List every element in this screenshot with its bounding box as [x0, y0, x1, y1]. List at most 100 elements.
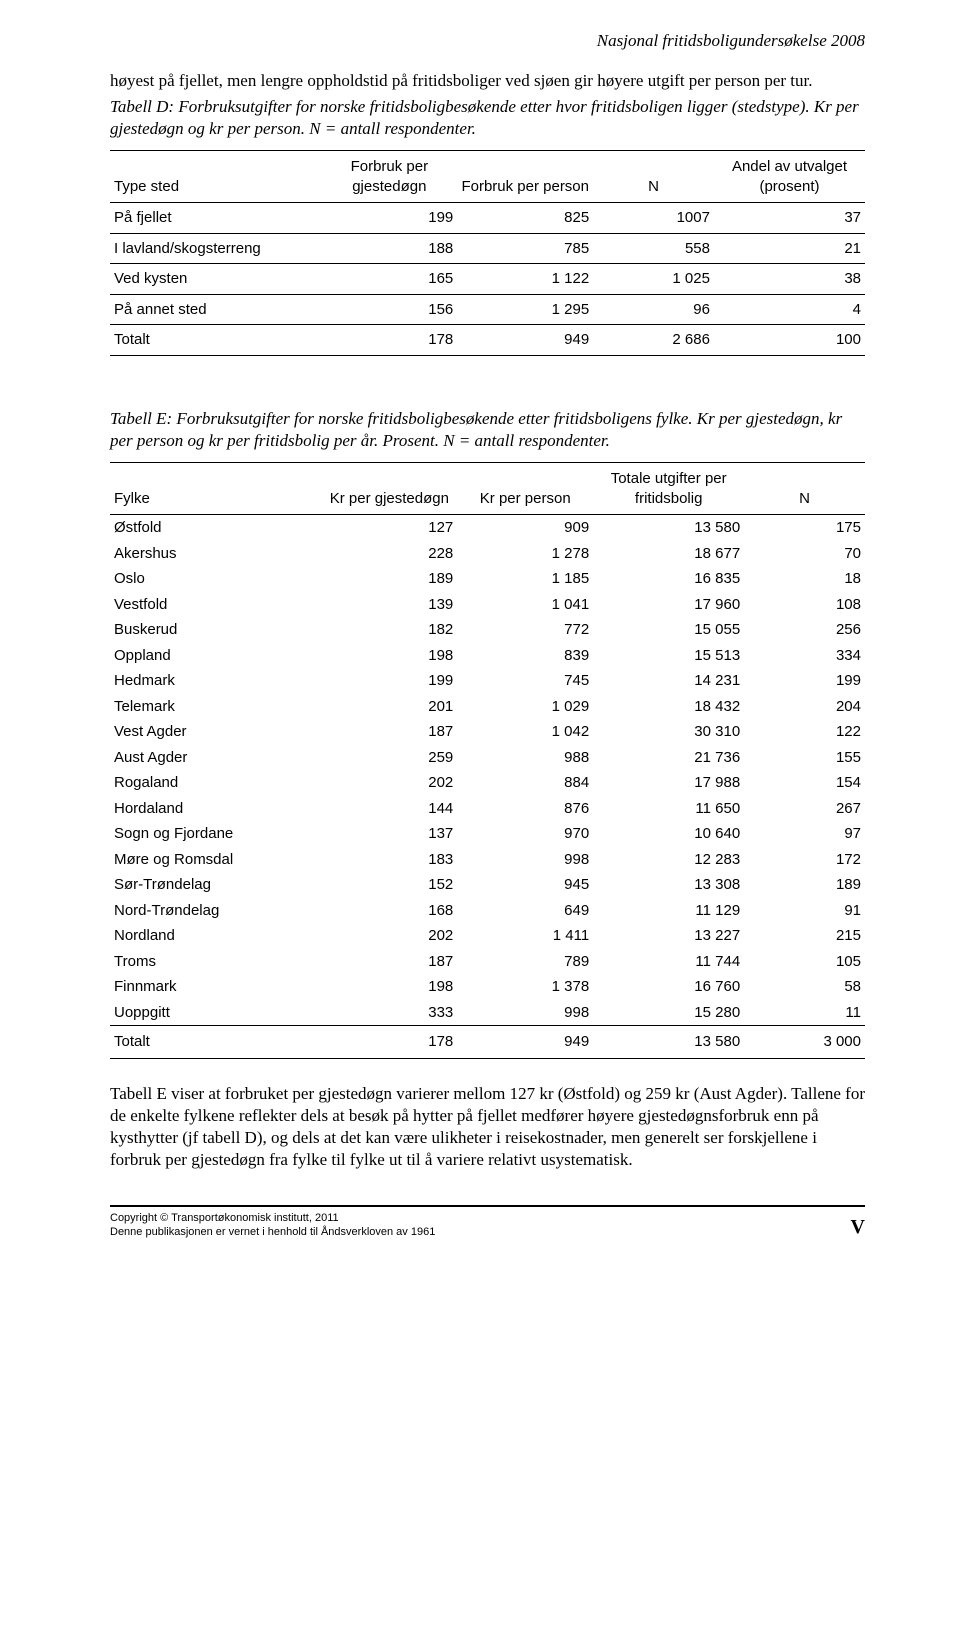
table-row: Ved kysten 165 1 122 1 025 38 [110, 264, 865, 295]
cell: Totalt [110, 1026, 321, 1059]
cell: 259 [321, 745, 457, 771]
cell: 13 227 [593, 923, 744, 949]
cell: 333 [321, 1000, 457, 1026]
table-row: Oslo1891 18516 83518 [110, 566, 865, 592]
cell: 108 [744, 592, 865, 618]
cell: Telemark [110, 694, 321, 720]
cell: 998 [457, 847, 593, 873]
cell: 1 122 [457, 264, 593, 295]
cell: 21 736 [593, 745, 744, 771]
th-fylke: Fylke [110, 463, 321, 515]
cell: 15 280 [593, 1000, 744, 1026]
cell: På fjellet [110, 203, 321, 234]
table-row: Hedmark19974514 231199 [110, 668, 865, 694]
th-kr-gjestedogn: Kr per gjestedøgn [321, 463, 457, 515]
cell: 17 960 [593, 592, 744, 618]
cell: 228 [321, 541, 457, 567]
header-title: Nasjonal fritidsboligundersøkelse 2008 [110, 30, 865, 52]
cell: 137 [321, 821, 457, 847]
cell: 11 129 [593, 898, 744, 924]
cell: 15 513 [593, 643, 744, 669]
cell: På annet sted [110, 294, 321, 325]
closing-paragraph: Tabell E viser at forbruket per gjestedø… [110, 1083, 865, 1171]
cell: 18 [744, 566, 865, 592]
table-row: Aust Agder25998821 736155 [110, 745, 865, 771]
cell: 998 [457, 1000, 593, 1026]
cell: Østfold [110, 515, 321, 541]
cell: 11 650 [593, 796, 744, 822]
cell: 11 744 [593, 949, 744, 975]
cell: 745 [457, 668, 593, 694]
table-row: Rogaland20288417 988154 [110, 770, 865, 796]
cell: 178 [321, 1026, 457, 1059]
cell: 256 [744, 617, 865, 643]
cell: 152 [321, 872, 457, 898]
cell: 187 [321, 719, 457, 745]
th-n: N [593, 151, 714, 203]
cell: 1 378 [457, 974, 593, 1000]
th-forbruk-gjestedogn: Forbruk per gjestedøgn [321, 151, 457, 203]
cell: 558 [593, 233, 714, 264]
cell: 202 [321, 923, 457, 949]
cell: 1 278 [457, 541, 593, 567]
cell: 202 [321, 770, 457, 796]
cell: 183 [321, 847, 457, 873]
page-footer: Copyright © Transportøkonomisk institutt… [110, 1205, 865, 1240]
cell: 16 760 [593, 974, 744, 1000]
cell: Akershus [110, 541, 321, 567]
cell: 12 283 [593, 847, 744, 873]
cell: 21 [714, 233, 865, 264]
cell: 199 [744, 668, 865, 694]
th-type: Type sted [110, 151, 321, 203]
cell: 215 [744, 923, 865, 949]
table-d-caption: Tabell D: Forbruksutgifter for norske fr… [110, 96, 865, 140]
table-row: Vestfold1391 04117 960108 [110, 592, 865, 618]
cell: 11 [744, 1000, 865, 1026]
cell: 30 310 [593, 719, 744, 745]
table-row: Finnmark1981 37816 76058 [110, 974, 865, 1000]
cell: 945 [457, 872, 593, 898]
cell: 13 580 [593, 515, 744, 541]
table-e: Fylke Kr per gjestedøgn Kr per person To… [110, 462, 865, 1059]
cell: Vest Agder [110, 719, 321, 745]
table-row: Nord-Trøndelag16864911 12991 [110, 898, 865, 924]
cell: 199 [321, 203, 457, 234]
footer-line2: Denne publikasjonen er vernet i henhold … [110, 1225, 435, 1239]
cell: 58 [744, 974, 865, 1000]
table-row: Møre og Romsdal18399812 283172 [110, 847, 865, 873]
cell: 144 [321, 796, 457, 822]
cell: 198 [321, 643, 457, 669]
th-totale-utgifter: Totale utgifter per fritidsbolig [593, 463, 744, 515]
cell: 1 029 [457, 694, 593, 720]
cell: 15 055 [593, 617, 744, 643]
cell: Nordland [110, 923, 321, 949]
cell: 267 [744, 796, 865, 822]
cell: 122 [744, 719, 865, 745]
cell: Hordaland [110, 796, 321, 822]
cell: 970 [457, 821, 593, 847]
table-row: På fjellet 199 825 1007 37 [110, 203, 865, 234]
cell: 172 [744, 847, 865, 873]
table-d: Type sted Forbruk per gjestedøgn Forbruk… [110, 150, 865, 356]
cell: 165 [321, 264, 457, 295]
cell: 168 [321, 898, 457, 924]
cell: Møre og Romsdal [110, 847, 321, 873]
cell: 334 [744, 643, 865, 669]
table-row: Buskerud18277215 055256 [110, 617, 865, 643]
cell: 18 677 [593, 541, 744, 567]
cell: 884 [457, 770, 593, 796]
cell: 155 [744, 745, 865, 771]
cell: Sogn og Fjordane [110, 821, 321, 847]
cell: 97 [744, 821, 865, 847]
table-row: Uoppgitt33399815 28011 [110, 1000, 865, 1026]
cell: 18 432 [593, 694, 744, 720]
cell: I lavland/skogsterreng [110, 233, 321, 264]
footer-line1: Copyright © Transportøkonomisk institutt… [110, 1211, 435, 1225]
cell: Oppland [110, 643, 321, 669]
cell: 178 [321, 325, 457, 356]
cell: Uoppgitt [110, 1000, 321, 1026]
cell: Troms [110, 949, 321, 975]
cell: 1007 [593, 203, 714, 234]
cell: 1 042 [457, 719, 593, 745]
cell: 1 411 [457, 923, 593, 949]
